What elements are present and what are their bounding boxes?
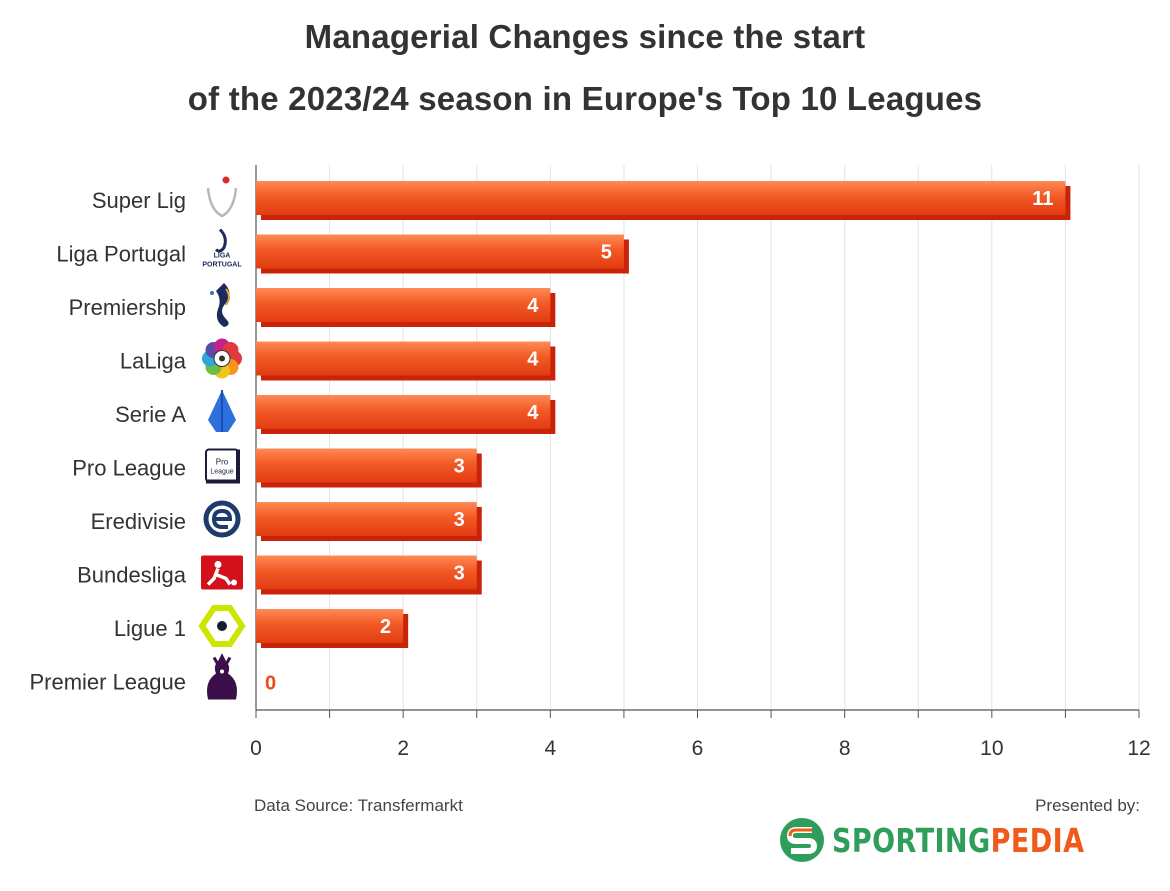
category-label: Pro League <box>72 456 186 481</box>
data-label: 3 <box>454 456 465 478</box>
pro-league-logo: Pro League <box>205 448 240 484</box>
category-label: Premiership <box>69 295 186 320</box>
data-label: 5 <box>601 242 612 264</box>
presented-by-label: Presented by: <box>1035 796 1140 815</box>
data-label: 4 <box>527 295 539 317</box>
bar <box>256 234 624 269</box>
bar <box>256 341 551 376</box>
x-tick-label: 8 <box>839 737 851 760</box>
bar <box>256 502 477 536</box>
laliga-logo <box>202 338 242 379</box>
bundesliga-logo <box>201 555 243 590</box>
category-label: Premier League <box>29 670 186 695</box>
sportingpedia-logo: SPORTINGPEDIA <box>778 816 1140 864</box>
data-source: Data Source: Transfermarkt <box>254 796 463 815</box>
data-label: 4 <box>527 402 539 424</box>
x-tick-label: 10 <box>980 737 1003 760</box>
premiership-logo <box>210 283 230 327</box>
brand-name-part-2: PEDIA <box>990 820 1085 860</box>
x-tick-label: 12 <box>1127 737 1150 760</box>
svg-text:Pro: Pro <box>216 458 229 467</box>
brand-name: SPORTINGPEDIA <box>832 821 1084 860</box>
svg-text:League: League <box>210 469 233 476</box>
bar <box>256 448 477 483</box>
category-label: Super Lig <box>92 188 186 213</box>
sportingpedia-s-icon <box>780 818 825 862</box>
ligue-1-logo <box>198 605 246 647</box>
data-label: 2 <box>380 616 391 638</box>
serie-a-logo <box>208 390 236 432</box>
x-tick-label: 0 <box>250 737 262 760</box>
bar <box>256 609 404 643</box>
eredivisie-logo <box>203 500 241 538</box>
data-label: 0 <box>265 673 276 695</box>
x-tick-label: 4 <box>544 737 556 760</box>
chart-title-line-2: of the 2023/24 season in Europe's Top 10… <box>187 80 983 117</box>
bar <box>256 555 477 590</box>
data-label: 3 <box>454 509 465 531</box>
bar <box>256 395 551 429</box>
brand-name-part-1: SPORTING <box>832 820 991 860</box>
data-label: 3 <box>454 563 465 585</box>
category-label: Serie A <box>115 402 186 427</box>
x-tick-label: 6 <box>692 737 704 760</box>
svg-text:LIGA: LIGA <box>214 253 231 260</box>
data-label: 11 <box>1032 188 1053 210</box>
category-label: LaLiga <box>120 349 187 374</box>
liga-portugal-logo: LIGA PORTUGAL <box>202 228 242 269</box>
premier-league-logo <box>207 653 237 700</box>
svg-text:PORTUGAL: PORTUGAL <box>202 262 242 269</box>
bar <box>256 288 551 322</box>
data-label: 4 <box>527 349 539 371</box>
super-lig-logo <box>206 176 238 218</box>
x-tick-label: 2 <box>397 737 409 760</box>
bar <box>256 181 1066 215</box>
category-label: Eredivisie <box>91 509 186 534</box>
chart-title-line-1: Managerial Changes since the start <box>304 18 866 55</box>
category-label: Liga Portugal <box>56 242 186 267</box>
category-label: Ligue 1 <box>114 616 186 641</box>
category-label: Bundesliga <box>77 563 187 588</box>
